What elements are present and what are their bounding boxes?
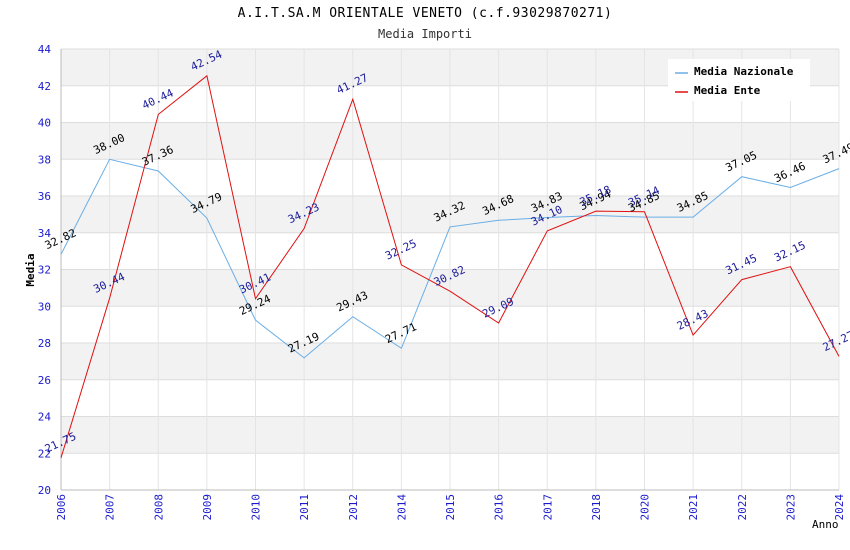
legend-label-media-ente: Media Ente [694,84,761,97]
y-tick-label: 20 [38,484,51,497]
x-tick-label: 2006 [55,494,68,521]
chart-subtitle: Media Importi [378,27,472,41]
y-tick-label: 26 [38,374,51,387]
y-tick-label: 22 [38,447,51,460]
x-tick-label: 2007 [104,494,117,521]
x-tick-label: 2008 [152,494,165,521]
x-tick-label: 2017 [541,494,554,521]
x-tick-label: 2016 [493,494,506,521]
x-tick-label: 2012 [347,494,360,521]
x-tick-label: 2020 [639,494,652,521]
series-line-media-nazionale [60,158,840,359]
y-tick-label: 32 [38,264,51,277]
y-tick-label: 36 [38,190,51,203]
y-tick-label: 24 [38,411,52,424]
y-tick-label: 42 [38,80,51,93]
x-tick-label: 2021 [687,494,700,521]
y-tick-label: 44 [38,43,52,56]
x-tick-label: 2015 [444,494,457,521]
x-tick-label: 2010 [250,494,263,521]
x-tick-label: 2022 [736,494,749,521]
series-line-media-ente [60,74,840,458]
x-tick-label: 2018 [590,494,603,521]
chart-title: A.I.T.SA.M ORIENTALE VENETO (c.f.9302987… [237,6,613,21]
y-tick-label: 30 [38,300,51,313]
x-tick-label: 2023 [784,494,797,521]
legend: Media Nazionale Media Ente [668,59,810,101]
y-tick-label: 38 [38,153,51,166]
x-tick-label: 2024 [833,494,846,521]
x-tick-label: 2009 [201,494,214,521]
x-tick-label: 2011 [298,494,311,521]
y-tick-label: 28 [38,337,51,350]
y-tick-label: 40 [38,117,51,130]
y-tick-label: 34 [38,227,52,240]
y-axis-label: Media [24,253,37,286]
x-axis-label: Anno [812,518,839,531]
legend-label-media-nazionale: Media Nazionale [694,65,794,78]
x-tick-label: 2014 [395,494,408,521]
